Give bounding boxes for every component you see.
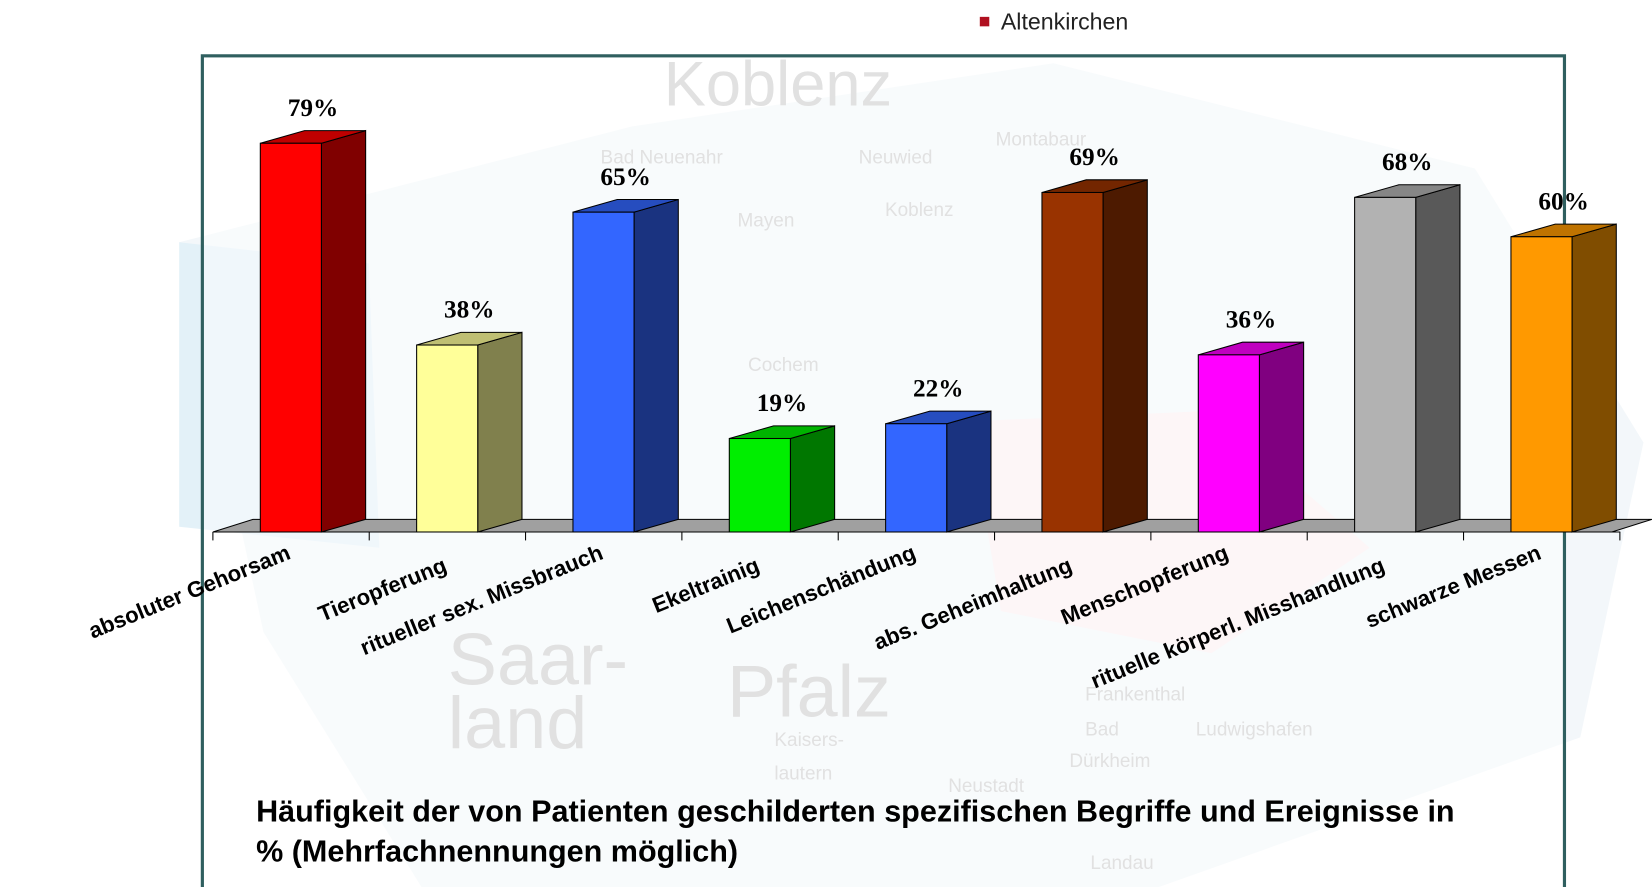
bar-side — [1571, 223, 1617, 533]
bar — [1354, 184, 1461, 533]
map-label: Frankenthal — [1085, 685, 1185, 706]
map-label: lautern — [774, 764, 832, 785]
bar — [1041, 179, 1148, 533]
bar-side — [789, 425, 836, 533]
bar — [728, 425, 836, 533]
map-label: Montabaur — [996, 129, 1087, 150]
bar-front — [1041, 191, 1104, 533]
value-label: 19% — [757, 389, 808, 417]
bar-front — [416, 344, 479, 533]
bar-front — [728, 437, 791, 533]
bar-side — [633, 198, 679, 533]
value-label: 36% — [1226, 305, 1277, 333]
bar-side — [946, 410, 992, 533]
map-label: Koblenz — [885, 200, 954, 221]
map-labels: Altenkirchen Koblenz Bad Neuenahr Neuwied Mo… — [448, 8, 1313, 874]
title-box: Häufigkeit der von Patienten geschildert… — [256, 795, 1455, 870]
bar-side — [1102, 179, 1148, 533]
map-label: Koblenz — [664, 49, 892, 119]
value-label: 65% — [600, 163, 651, 191]
bar-side — [320, 129, 367, 533]
bar-side — [477, 331, 523, 533]
bar — [885, 410, 992, 533]
bar-side — [1258, 341, 1305, 533]
bar-front — [1197, 354, 1260, 533]
map-label: Pfalz — [727, 649, 891, 732]
map-label: Bad — [1085, 719, 1119, 740]
value-label: 79% — [288, 94, 339, 122]
map-label: Cochem — [748, 355, 819, 376]
value-label: 69% — [1069, 143, 1120, 171]
chart-title: Häufigkeit der von Patienten geschildert… — [256, 795, 1455, 870]
bar — [259, 129, 367, 533]
map-label: Saar- — [448, 618, 628, 701]
map-marker — [979, 16, 990, 27]
value-label: 60% — [1538, 187, 1589, 215]
map-label: Neustadt — [948, 776, 1025, 797]
map-label: land — [448, 681, 587, 764]
map-label: Dürkheim — [1069, 751, 1150, 772]
bar — [416, 331, 523, 533]
value-label: 22% — [913, 374, 964, 402]
map-label: Kaisers- — [774, 730, 844, 751]
map-label: Landau — [1090, 853, 1153, 874]
bar — [572, 198, 679, 533]
bar — [1197, 341, 1305, 533]
map-label: Neuwied — [859, 147, 933, 168]
bar-front — [1510, 236, 1573, 533]
map-label: Ludwigshafen — [1196, 719, 1313, 740]
bar-front — [1354, 196, 1417, 533]
map-label: Altenkirchen — [1001, 8, 1128, 34]
value-label: 38% — [444, 296, 495, 324]
map-label: Mayen — [738, 210, 795, 231]
bar-front — [259, 142, 322, 533]
map-label: Bad Neuenahr — [601, 147, 723, 168]
value-label: 68% — [1382, 148, 1433, 176]
bar-front — [885, 423, 948, 533]
bar — [1510, 223, 1617, 533]
bar-side — [1415, 184, 1461, 533]
bar-front — [572, 211, 635, 533]
